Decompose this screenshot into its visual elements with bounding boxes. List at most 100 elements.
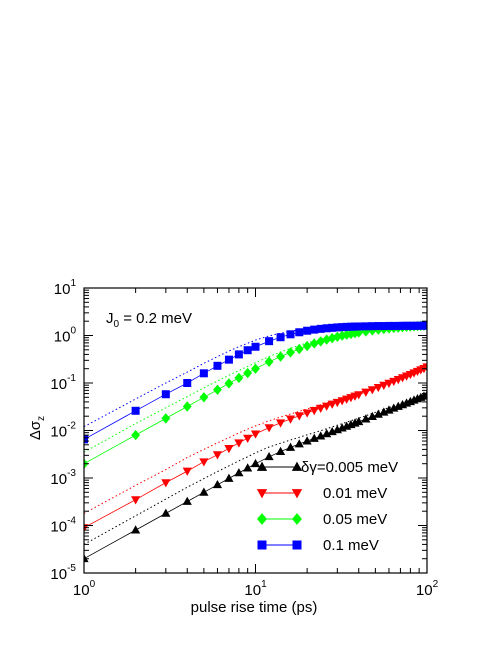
- series-0-point: [161, 508, 171, 517]
- series-3-point: [224, 355, 233, 364]
- series-1-point: [361, 388, 371, 397]
- series-3-point: [243, 346, 252, 355]
- series-2-point: [243, 367, 253, 379]
- series-0-point: [234, 468, 244, 477]
- y-tick-label-base: 10: [50, 424, 67, 441]
- series-3-point: [310, 325, 319, 334]
- coupling-annotation: J0 = 0.2 meV: [106, 310, 192, 330]
- series-0-point: [285, 442, 296, 451]
- series-0-point: [84, 553, 89, 563]
- series-2-point: [286, 347, 295, 358]
- legend-label: δγ=0.005 meV: [301, 459, 398, 476]
- series-0-point: [422, 390, 427, 399]
- x-tick-label: 102: [416, 579, 439, 599]
- legend-label: 0.01 meV: [323, 485, 387, 502]
- y-tick-label-exponent: 0: [70, 326, 76, 337]
- y-axis-label-subscript: z: [36, 416, 47, 421]
- y-tick-label-base: 10: [50, 566, 67, 583]
- legend-marker: [257, 540, 267, 550]
- series-3-point: [322, 324, 331, 333]
- series-1-point: [309, 406, 319, 416]
- y-tick-label-base: 10: [50, 519, 67, 536]
- series-1-point: [316, 404, 326, 413]
- y-tick-label-exponent: 1: [70, 278, 76, 289]
- legend-label: 0.05 meV: [323, 511, 387, 528]
- x-tick-label: 101: [244, 579, 267, 599]
- series-2-point: [251, 363, 260, 374]
- series-0: [84, 390, 427, 563]
- y-tick-label-exponent: -3: [67, 468, 76, 479]
- series-3-point: [328, 323, 337, 332]
- series-2-point: [264, 356, 274, 367]
- series-2-point: [234, 372, 244, 384]
- y-tick-label: 10-5: [50, 563, 76, 583]
- series-3-point: [213, 361, 222, 370]
- series-1-point: [322, 402, 332, 411]
- series-2-point: [224, 378, 234, 389]
- series-3-point: [199, 369, 208, 378]
- y-tick-label: 10-1: [50, 373, 76, 393]
- series-1-point: [285, 415, 296, 424]
- series-2-point: [276, 351, 285, 362]
- series-0-point: [316, 431, 326, 440]
- y-tick-label: 10-4: [50, 516, 76, 536]
- series-0-point: [354, 416, 364, 426]
- series-1-point: [250, 430, 261, 439]
- data-series: [84, 320, 427, 563]
- legend-label: 0.1 meV: [323, 537, 379, 554]
- series-0-point: [322, 429, 332, 438]
- series-1-point: [234, 439, 244, 448]
- x-tick-label-base: 10: [244, 582, 261, 599]
- series-3-point: [423, 321, 427, 330]
- series-2-point: [131, 429, 141, 441]
- series-1-point: [264, 424, 274, 433]
- x-tick-label-base: 10: [416, 582, 433, 599]
- series-3-point: [389, 321, 398, 330]
- series-1-point: [199, 458, 209, 467]
- series-1-point: [182, 467, 192, 476]
- series-1-point: [131, 496, 141, 505]
- series-0-dotted-line: [84, 393, 427, 545]
- x-tick-label: 100: [73, 579, 96, 599]
- series-3-point: [234, 350, 243, 359]
- series-0-point: [243, 463, 253, 472]
- series-3-point: [394, 321, 403, 330]
- series-3-point: [398, 321, 407, 330]
- series-2-point: [346, 328, 356, 340]
- legend-marker: [291, 489, 303, 499]
- series-3-point: [361, 322, 370, 331]
- series-2-point: [161, 413, 171, 424]
- series-3-point: [303, 326, 312, 335]
- series-2-point: [309, 338, 319, 349]
- series-3-point: [354, 322, 363, 331]
- series-2-point: [182, 401, 192, 412]
- series-3-point: [183, 379, 192, 387]
- series-1-point: [294, 412, 304, 421]
- y-tick-label-exponent: -4: [67, 516, 76, 527]
- series-3-point: [374, 322, 383, 331]
- series-3-point: [316, 324, 325, 333]
- series-0-point: [275, 446, 286, 455]
- series-1-point: [84, 524, 89, 533]
- y-tick-label: 10-3: [50, 468, 76, 488]
- series-3-point: [84, 435, 88, 444]
- series-3-point: [131, 406, 140, 415]
- series-1-point: [224, 444, 234, 454]
- series-3-point: [384, 321, 393, 330]
- series-1-point: [243, 434, 253, 443]
- series-3-point: [342, 322, 351, 331]
- series-0-point: [182, 496, 192, 505]
- series-3: [84, 321, 427, 444]
- x-tick-label-exponent: 2: [433, 579, 439, 590]
- series-1-point: [367, 386, 377, 395]
- series-3-point: [265, 337, 274, 346]
- y-tick-label-base: 10: [50, 376, 67, 393]
- series-0-point: [250, 458, 261, 468]
- series-1-point: [384, 379, 394, 389]
- y-tick-label: 10-2: [50, 421, 76, 441]
- series-1-point: [212, 451, 223, 460]
- legend-marker: [256, 461, 268, 471]
- series-2-point: [302, 340, 312, 352]
- series-3-dotted-line: [84, 325, 427, 428]
